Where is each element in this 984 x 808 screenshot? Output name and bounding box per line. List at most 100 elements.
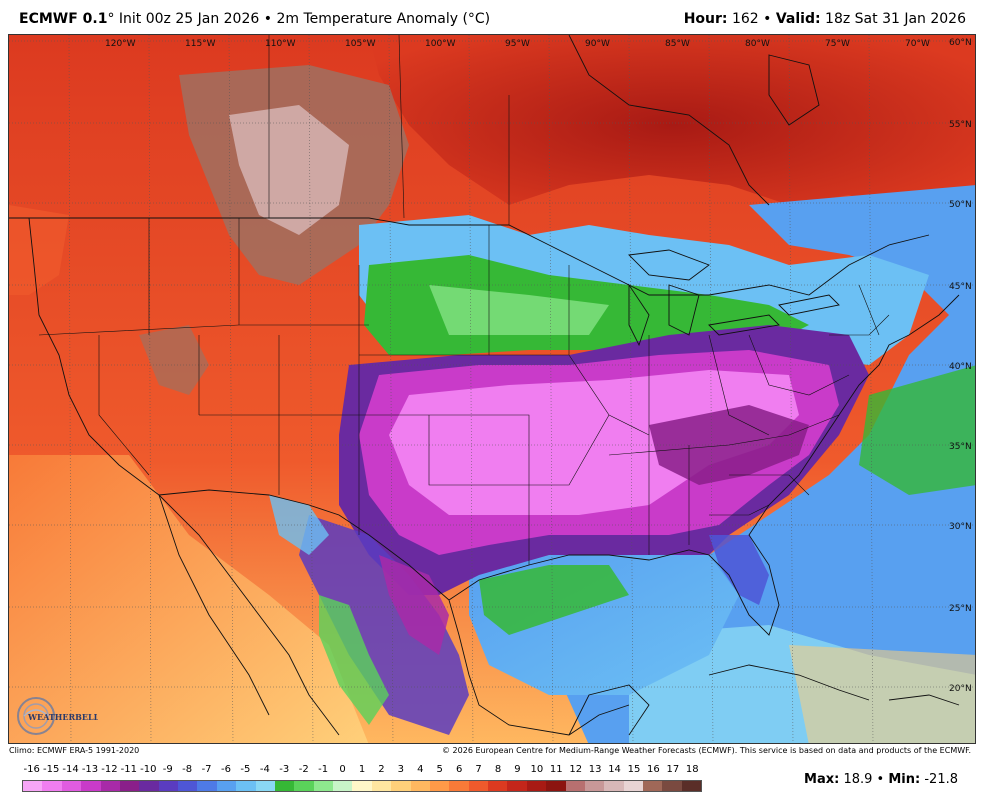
max-min-readout: Max: 18.9 • Min: -21.8 <box>804 772 958 787</box>
pnw-coast-field <box>9 205 69 295</box>
florida-blue-field <box>709 535 769 605</box>
color-swatch <box>23 781 43 791</box>
lat-label: 40°N <box>949 362 972 372</box>
lon-label: 85°W <box>665 39 690 49</box>
valid-time-block: Hour: 162 • Valid: 18z Sat 31 Jan 2026 <box>684 11 966 27</box>
caribbean-warm-field <box>789 645 975 743</box>
color-scale-label: 1 <box>358 764 366 775</box>
color-swatch <box>623 781 643 791</box>
header-bar: ECMWF 0.1° Init 00z 25 Jan 2026 • 2m Tem… <box>0 0 984 34</box>
color-swatch <box>526 781 547 791</box>
color-swatch <box>42 781 62 791</box>
graticule <box>9 35 975 743</box>
color-swatch <box>429 781 450 791</box>
color-scale-label: 8 <box>494 764 502 775</box>
climo-note: Climo: ECMWF ERA-5 1991-2020 <box>9 746 140 755</box>
valid-label: Valid: <box>775 11 821 27</box>
lat-label: 30°N <box>949 522 972 532</box>
color-swatch <box>216 781 237 791</box>
color-swatch <box>468 781 488 791</box>
color-scale-label: -2 <box>298 764 309 775</box>
color-scale-label: 14 <box>608 764 621 775</box>
color-swatch <box>391 781 411 791</box>
atlantic-green-band <box>859 365 975 495</box>
logo-text: WEATHERBELL <box>27 712 98 722</box>
anomaly-map[interactable]: 120°W 115°W 110°W 105°W 100°W 95°W 90°W … <box>8 34 976 744</box>
cold-core-pink <box>389 370 799 515</box>
lon-label: 115°W <box>185 39 216 49</box>
color-scale-label: 18 <box>685 764 699 775</box>
color-swatch <box>507 781 527 791</box>
color-scale-label: -15 <box>42 764 60 775</box>
latitude-labels: 60°N 55°N 50°N 45°N 40°N 35°N 30°N 25°N … <box>949 38 972 694</box>
color-scale-label: 12 <box>569 764 583 775</box>
copyright-note: © 2026 European Centre for Medium-Range … <box>442 746 971 755</box>
lon-label: 80°W <box>745 39 770 49</box>
longitude-labels: 120°W 115°W 110°W 105°W 100°W 95°W 90°W … <box>105 39 930 49</box>
pacific-warm-field <box>9 455 369 743</box>
color-scale-label: -14 <box>62 764 79 775</box>
lat-label: 35°N <box>949 442 972 452</box>
valid-value: 18z Sat 31 Jan 2026 <box>825 11 966 27</box>
color-swatch <box>178 781 198 791</box>
color-scale-label: -1 <box>318 764 329 775</box>
color-scale-label: 13 <box>588 764 602 775</box>
color-swatch <box>197 781 217 791</box>
color-scale-label: 15 <box>627 764 641 775</box>
lat-label: 25°N <box>949 604 972 614</box>
color-swatch <box>158 781 178 791</box>
model-name: ECMWF 0.1 <box>19 11 108 27</box>
mexico-magenta-field <box>379 555 449 655</box>
color-swatch <box>236 781 256 791</box>
color-scale-label: -10 <box>140 764 157 775</box>
color-scale-label: 11 <box>549 764 563 775</box>
color-swatch <box>584 781 605 791</box>
midwest-light-green <box>429 285 609 335</box>
color-scale-label: -8 <box>182 764 193 775</box>
color-scale-label: -9 <box>162 764 173 775</box>
color-swatch <box>139 781 159 791</box>
color-scale-label: -6 <box>221 764 231 775</box>
color-swatch <box>333 781 353 791</box>
lat-label: 45°N <box>949 282 972 292</box>
hour-label: Hour: <box>683 11 728 27</box>
weatherbell-logo-graphic: WEATHERBELL <box>17 697 100 735</box>
lon-label: 90°W <box>585 39 610 49</box>
product-name: 2m Temperature Anomaly (°C) <box>276 11 491 27</box>
color-scale-label: -11 <box>120 764 138 775</box>
color-scale-label: 6 <box>455 764 463 775</box>
color-scale-label: 5 <box>436 764 443 775</box>
color-scale-labels: -16 -15 -14 -13 -12 -11 -10 -9 -8 -7 -6 -5 -4 -3 -2 -1 0… <box>22 764 702 778</box>
color-scale-label: 10 <box>530 764 544 775</box>
lon-label: 120°W <box>105 39 136 49</box>
degree-symbol: ° <box>107 11 115 27</box>
gulf-green-band <box>479 565 629 635</box>
max-label: Max: <box>804 772 840 787</box>
separator: • <box>763 11 772 27</box>
color-scale-label: -16 <box>23 764 40 775</box>
color-swatch <box>294 781 314 791</box>
prairie-light-field <box>229 105 349 235</box>
lon-label: 100°W <box>425 39 456 49</box>
min-label: Min: <box>888 772 921 787</box>
color-scale-label: -4 <box>259 764 270 775</box>
lat-label: 50°N <box>949 200 972 210</box>
mexico-purple-field <box>299 515 469 735</box>
color-swatch <box>662 781 682 791</box>
color-swatch <box>681 781 702 791</box>
color-scale-label: 9 <box>514 764 521 775</box>
color-scale-label: 7 <box>475 764 482 775</box>
color-swatch <box>449 781 469 791</box>
color-swatch <box>565 781 585 791</box>
max-value: 18.9 <box>843 772 873 787</box>
lat-label: 20°N <box>949 684 972 694</box>
color-swatch <box>371 781 392 791</box>
color-swatch <box>643 781 663 791</box>
color-swatch <box>255 781 275 791</box>
southwest-blue-field <box>269 495 329 555</box>
map-canvas: 120°W 115°W 110°W 105°W 100°W 95°W 90°W … <box>9 35 975 743</box>
color-scale-label: 16 <box>647 764 660 775</box>
lat-label: 60°N <box>949 38 972 48</box>
color-swatch <box>546 781 566 791</box>
color-scale-label: -3 <box>279 764 290 775</box>
